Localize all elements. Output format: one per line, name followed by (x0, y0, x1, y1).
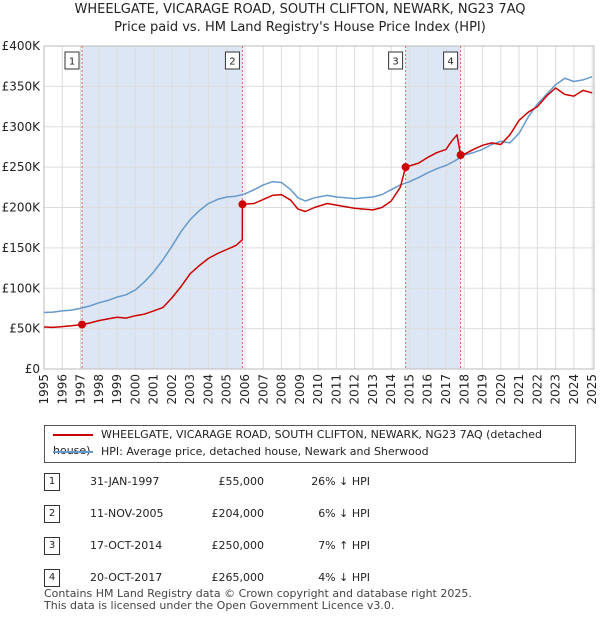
sale-label-box-2 (224, 51, 240, 70)
x-tick-label: 2000 (128, 374, 142, 405)
x-tick-label: 2012 (348, 374, 362, 405)
price-chart: £0 £50K £100K £150K £200K £250K £300K £350K £400… (2, 39, 600, 405)
x-tick-label: 2018 (457, 374, 471, 405)
x-tick-label: 2019 (476, 374, 490, 405)
x-tick-label: 1998 (92, 374, 106, 405)
x-tick-label: 2010 (311, 374, 325, 405)
sale-label-4: 4 (447, 57, 453, 68)
sale-number-badge: 1 (44, 473, 60, 491)
x-tick-label: 2009 (293, 374, 307, 405)
sale-date: 31-JAN-1997 (90, 475, 160, 488)
y-tick-label: £200K (2, 201, 42, 215)
sale-label-3: 3 (392, 57, 398, 68)
footer-copyright: Contains HM Land Registry data © Crown c… (44, 587, 472, 600)
x-tick-label: 2015 (402, 374, 416, 405)
x-tick-label: 2003 (183, 374, 197, 405)
x-tick-label: 2013 (366, 374, 380, 405)
plot-frame (43, 45, 595, 370)
x-tick-label: 2007 (256, 374, 270, 405)
chart-title: WHEELGATE, VICARAGE ROAD, SOUTH CLIFTON,… (74, 2, 526, 17)
legend-item-hpi: HPI: Average price, detached house, Newa… (53, 444, 429, 460)
sale-point-1 (78, 320, 87, 329)
x-tick-label: 2002 (165, 374, 179, 405)
property-price-line (43, 87, 593, 329)
sale-date: 20-OCT-2017 (90, 571, 163, 584)
legend-label-hpi: HPI: Average price, detached house, Newa… (101, 445, 429, 458)
x-tick-label: 2001 (147, 374, 161, 405)
sale-point-4 (456, 151, 465, 160)
x-tick-label: 1996 (55, 374, 69, 405)
x-tick-label: 2021 (512, 374, 526, 405)
y-tick-label: £150K (2, 241, 42, 255)
legend-label-property: WHEELGATE, VICARAGE ROAD, SOUTH CLIFTON,… (53, 428, 542, 457)
sale-point-2 (238, 200, 247, 209)
legend-swatch-hpi (53, 451, 93, 453)
sale-label-box-3 (388, 51, 404, 70)
x-tick-label: 2022 (530, 374, 544, 405)
y-tick-label: £50K (9, 322, 41, 336)
sale-price: £55,000 (218, 475, 265, 488)
x-tick-label: 1995 (37, 374, 51, 405)
x-tick-label: 1999 (110, 374, 124, 405)
x-tick-label: 2006 (238, 374, 252, 405)
sale-label-1: 1 (69, 57, 75, 68)
x-tick-label: 2011 (329, 374, 343, 405)
sale-price: £250,000 (211, 539, 265, 552)
sale-hpi-diff: 26% ↓ HPI (311, 475, 370, 488)
x-tick-label: 2008 (275, 374, 289, 405)
sale-label-box-4 (443, 51, 459, 70)
y-tick-label: £300K (2, 120, 42, 134)
table-row: 3 17-OCT-2014 £250,000 7% ↑ HPI (44, 536, 444, 556)
sale-number-badge: 4 (44, 569, 60, 587)
legend-swatch-property (53, 434, 93, 436)
x-tick-label: 2024 (567, 374, 581, 405)
sale-point-3 (401, 163, 410, 172)
x-tick-label: 2016 (421, 374, 435, 405)
sale-price: £204,000 (211, 507, 265, 520)
y-tick-label: £0 (25, 362, 40, 376)
sale-number-badge: 3 (44, 537, 60, 555)
x-tick-label: 2004 (201, 374, 215, 405)
footer: Contains HM Land Registry data © Crown c… (44, 588, 472, 612)
sale-label-2: 2 (229, 57, 235, 68)
x-tick-label: 2017 (439, 374, 453, 405)
legend-item-property: WHEELGATE, VICARAGE ROAD, SOUTH CLIFTON,… (53, 427, 575, 457)
x-tick-label: 2025 (585, 374, 599, 405)
sale-date: 17-OCT-2014 (90, 539, 163, 552)
y-tick-label: £250K (2, 160, 42, 174)
x-tick-label: 2020 (494, 374, 508, 405)
sale-label-box-1 (64, 51, 80, 70)
y-tick-label: £400K (2, 39, 42, 53)
x-tick-label: 2005 (220, 374, 234, 405)
sale-number-badge: 2 (44, 505, 60, 523)
chart-legend: WHEELGATE, VICARAGE ROAD, SOUTH CLIFTON,… (44, 425, 576, 463)
sale-hpi-diff: 6% ↓ HPI (318, 507, 370, 520)
sale-hpi-diff: 7% ↑ HPI (318, 539, 370, 552)
table-row: 4 20-OCT-2017 £265,000 4% ↓ HPI (44, 568, 444, 588)
y-tick-label: £350K (2, 79, 42, 93)
x-tick-label: 2023 (549, 374, 563, 405)
table-row: 1 31-JAN-1997 £55,000 26% ↓ HPI (44, 472, 444, 492)
table-row: 2 11-NOV-2005 £204,000 6% ↓ HPI (44, 504, 444, 524)
chart-subtitle: Price paid vs. HM Land Registry's House … (114, 20, 486, 35)
hpi-line (43, 75, 593, 314)
y-tick-label: £100K (2, 281, 42, 295)
sale-date: 11-NOV-2005 (90, 507, 164, 520)
x-tick-label: 2014 (384, 374, 398, 405)
sale-price: £265,000 (211, 571, 265, 584)
x-tick-label: 1997 (74, 374, 88, 405)
footer-licence: This data is licensed under the Open Gov… (44, 599, 395, 612)
sale-hpi-diff: 4% ↓ HPI (318, 571, 370, 584)
